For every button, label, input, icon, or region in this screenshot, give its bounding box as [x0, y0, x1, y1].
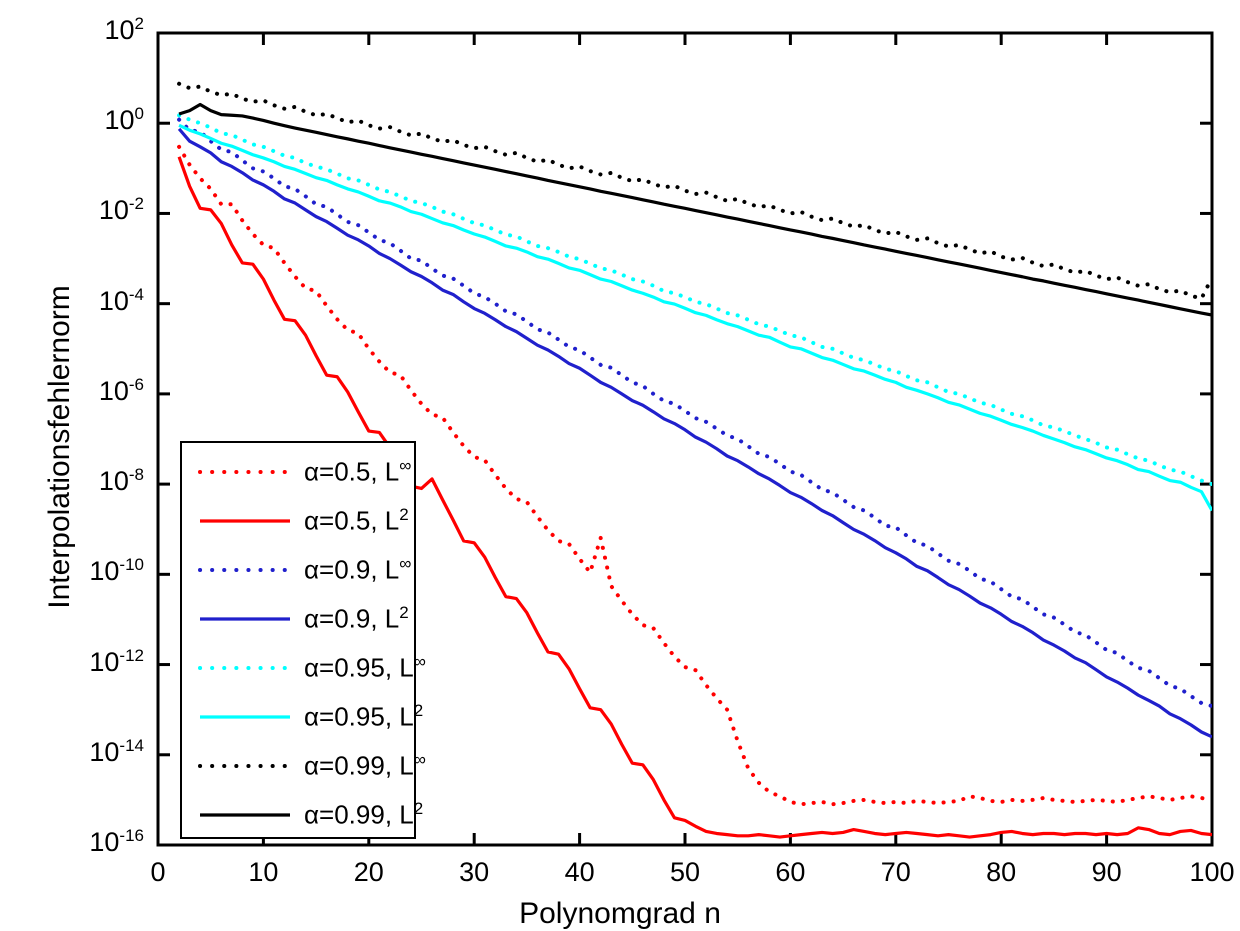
- data-series-group: [177, 81, 1212, 839]
- legend-swatch-6: [196, 756, 294, 776]
- x-tick-label-10: 100: [1189, 857, 1235, 887]
- x-tick-label-8: 80: [986, 857, 1017, 887]
- y-tick-label-5: 10-8: [98, 465, 144, 497]
- legend-label-2: α=0.9, L∞: [304, 553, 412, 585]
- series-line-4: [177, 113, 1212, 487]
- x-tick-label-0: 0: [150, 857, 166, 887]
- series-line-0: [177, 144, 1212, 807]
- series-line-2: [177, 117, 1212, 709]
- series-line-1: [177, 156, 1212, 839]
- legend-swatch-4: [196, 658, 294, 678]
- y-tick-label-7: 10-12: [89, 645, 144, 677]
- y-tick-label-4: 10-6: [98, 374, 144, 406]
- y-tick-label-0: 102: [104, 14, 144, 45]
- legend-swatch-7: [196, 805, 294, 825]
- legend-swatch-5: [196, 707, 294, 727]
- series-line-3: [177, 127, 1212, 739]
- x-axis-label: Polynomgrad n: [519, 897, 721, 930]
- chart-legend[interactable]: α=0.5, L∞ α=0.5, L2 α=0.9, L∞ α=0.9, L2 α=0.…: [180, 441, 426, 839]
- legend-label-4: α=0.95, L∞: [304, 651, 426, 683]
- series-line-5: [178, 123, 1212, 512]
- series-line-7: [178, 102, 1212, 317]
- legend-label-3: α=0.9, L2: [304, 602, 409, 634]
- legend-entry-2[interactable]: α=0.9, L∞: [196, 545, 414, 594]
- x-tick-label-6: 60: [775, 857, 806, 887]
- series-line-6: [177, 81, 1212, 301]
- legend-label-6: α=0.99, L∞: [304, 749, 426, 781]
- y-tick-label-2: 10-2: [98, 194, 144, 226]
- legend-entry-4[interactable]: α=0.95, L∞: [196, 643, 426, 692]
- legend-entry-1[interactable]: α=0.5, L2: [196, 496, 414, 545]
- x-tick-label-9: 90: [1091, 857, 1122, 887]
- legend-entry-6[interactable]: α=0.99, L∞: [196, 741, 426, 790]
- legend-swatch-3: [196, 609, 294, 629]
- legend-label-0: α=0.5, L∞: [304, 455, 412, 487]
- legend-entry-7[interactable]: α=0.99, L2: [196, 790, 423, 839]
- legend-entry-3[interactable]: α=0.9, L2: [196, 594, 414, 643]
- y-axis-label-container: Interpolationsfehlernorm: [0, 0, 76, 920]
- legend-swatch-0: [196, 462, 294, 482]
- legend-swatch-1: [196, 511, 294, 531]
- y-axis-label: Interpolationsfehlernorm: [43, 285, 76, 609]
- x-tick-label-3: 30: [459, 857, 490, 887]
- y-tick-label-1: 100: [104, 104, 144, 136]
- y-tick-label-8: 10-14: [89, 735, 144, 767]
- x-tick-label-1: 10: [248, 857, 279, 887]
- legend-swatch-2: [196, 560, 294, 580]
- x-tick-label-5: 50: [669, 857, 701, 887]
- y-tick-label-3: 10-4: [98, 284, 144, 316]
- y-tick-label-9: 10-16: [89, 826, 144, 857]
- legend-label-5: α=0.95, L2: [304, 700, 424, 732]
- legend-entry-0[interactable]: α=0.5, L∞: [196, 447, 414, 496]
- x-tick-label-2: 20: [353, 857, 384, 887]
- legend-entry-5[interactable]: α=0.95, L2: [196, 692, 423, 741]
- y-tick-label-6: 10-10: [89, 555, 144, 587]
- x-tick-label-4: 40: [564, 857, 595, 887]
- legend-label-7: α=0.99, L2: [304, 798, 424, 830]
- legend-label-1: α=0.5, L2: [304, 504, 409, 536]
- axis-ticks: [156, 31, 1214, 847]
- x-tick-label-7: 70: [880, 857, 911, 887]
